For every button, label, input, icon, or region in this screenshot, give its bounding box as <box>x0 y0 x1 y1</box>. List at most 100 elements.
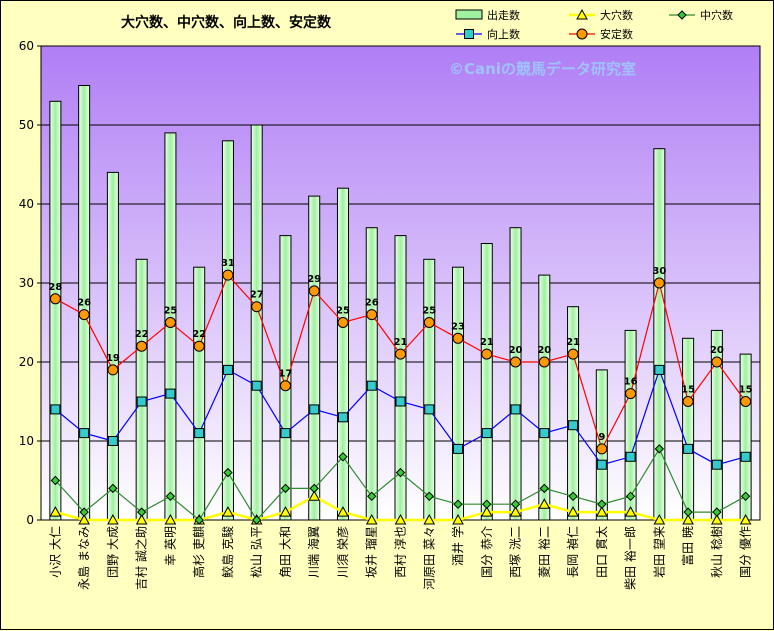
y-tick-label: 40 <box>19 197 34 211</box>
x-tick-label: 岩田 望来 <box>651 526 666 578</box>
data-point <box>452 332 464 344</box>
data-label: 17 <box>278 369 292 380</box>
x-tick-label: 高杉 吏麒 <box>191 526 206 578</box>
data-label: 21 <box>394 337 408 348</box>
bar <box>480 243 493 521</box>
data-point <box>136 396 147 407</box>
data-point <box>654 444 665 454</box>
x-tick-label: 吉村 誠之助 <box>135 526 149 590</box>
y-tick-label: 10 <box>19 434 34 448</box>
data-point <box>480 506 493 517</box>
data-point <box>222 364 233 375</box>
data-point <box>596 443 608 455</box>
data-point <box>108 483 118 494</box>
data-point <box>482 499 492 509</box>
data-point <box>510 404 521 415</box>
x-tick-label: 国分 恭介 <box>480 526 494 578</box>
x-tick-label: 長岡 禎仁 <box>566 526 580 578</box>
x-tick-label: 永島 まなみ <box>76 526 91 590</box>
bar <box>308 195 321 521</box>
data-point <box>712 507 722 517</box>
x-tick-label: 角田 大和 <box>278 526 292 578</box>
data-label: 21 <box>480 337 494 348</box>
legend-marker <box>677 10 687 20</box>
watermark: ©Caniの競馬データ研究室 <box>449 60 636 78</box>
legend-label: 向上数 <box>487 27 520 41</box>
data-point <box>568 420 579 431</box>
data-point <box>567 506 579 517</box>
data-label: 29 <box>307 274 321 285</box>
data-point <box>49 293 61 305</box>
data-point <box>740 491 751 502</box>
data-label: 25 <box>336 306 350 317</box>
data-point <box>539 483 550 494</box>
data-point <box>568 491 578 502</box>
data-label: 9 <box>598 432 605 443</box>
data-label: 26 <box>365 298 379 309</box>
x-tick-label: 富田 暁 <box>680 526 695 566</box>
data-point <box>251 515 262 525</box>
data-point <box>337 506 349 517</box>
data-point <box>309 404 320 415</box>
bar <box>423 258 436 521</box>
x-tick-label: 柴田 裕一郎 <box>623 526 638 590</box>
data-point <box>79 507 89 517</box>
bar <box>682 337 695 521</box>
bar <box>452 266 465 521</box>
data-point <box>366 309 378 321</box>
data-point <box>510 499 521 509</box>
data-label: 15 <box>739 385 753 396</box>
data-point <box>740 396 752 407</box>
data-point <box>107 364 119 376</box>
x-tick-label: 酒井 学 <box>450 526 465 566</box>
data-point <box>740 451 751 462</box>
bar <box>567 306 580 521</box>
x-tick-label: 松山 弘平 <box>250 526 264 578</box>
data-label: 31 <box>221 258 235 269</box>
data-point <box>625 451 636 462</box>
x-tick-label: 坂井 瑠星 <box>365 526 379 578</box>
x-tick-label: 小沢 大仁 <box>48 526 62 578</box>
x-tick-label: 川須 栄彦 <box>335 526 350 578</box>
bar <box>624 329 637 521</box>
data-label: 20 <box>537 345 551 356</box>
y-tick-label: 0 <box>26 513 34 527</box>
data-point <box>653 513 666 525</box>
bar <box>365 227 378 521</box>
legend-marker <box>576 28 588 40</box>
bar <box>509 227 522 521</box>
data-point <box>78 309 90 321</box>
bar <box>336 187 349 521</box>
data-point <box>280 428 291 439</box>
data-point <box>365 513 378 525</box>
bar <box>279 235 292 521</box>
data-point <box>338 452 348 462</box>
data-point <box>395 467 406 478</box>
data-point <box>423 317 435 328</box>
data-point <box>683 443 694 454</box>
data-point <box>279 380 291 392</box>
data-point <box>337 412 348 423</box>
data-point <box>194 428 205 439</box>
bar <box>538 274 551 521</box>
bar <box>135 258 148 521</box>
y-tick-label: 30 <box>19 276 34 290</box>
data-point <box>79 428 90 439</box>
data-point <box>367 491 377 502</box>
x-tick-label: 鮫島 克駿 <box>220 526 235 578</box>
data-label: 22 <box>135 329 149 340</box>
data-point <box>194 515 204 525</box>
x-tick-label: 田口 貫太 <box>594 526 609 578</box>
data-point <box>107 436 118 446</box>
data-label: 21 <box>566 337 580 348</box>
data-point <box>481 348 493 360</box>
data-point <box>682 513 694 525</box>
data-point <box>653 277 665 289</box>
data-label: 20 <box>509 345 523 356</box>
data-point <box>538 356 550 368</box>
data-point <box>625 388 637 400</box>
data-point <box>366 380 377 391</box>
x-tick-label: 西塚 洸二 <box>509 526 523 578</box>
